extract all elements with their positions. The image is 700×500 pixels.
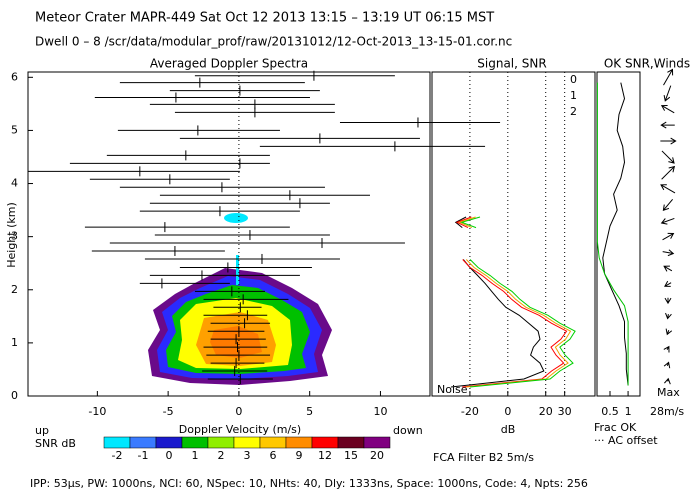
colorbar-label: 1 xyxy=(192,449,199,462)
y-tick-label: 1 xyxy=(11,336,18,349)
x-tick-label: 0 xyxy=(504,405,511,418)
wind-arrow xyxy=(660,137,677,145)
colorbar-label: 0 xyxy=(166,449,173,462)
y-tick-label: 5 xyxy=(11,123,18,136)
wind-arrow xyxy=(665,328,673,336)
wind-arrow xyxy=(660,104,675,114)
x-tick-label: 20 xyxy=(539,405,553,418)
contour-level xyxy=(236,255,239,285)
profile-line xyxy=(450,216,545,388)
wind-arrow xyxy=(665,312,672,320)
x-tick-label: 1 xyxy=(625,405,632,418)
colorbar-title: SNR dB xyxy=(35,437,76,450)
max-label: Max xyxy=(657,386,680,399)
wind-arrow xyxy=(664,377,671,385)
colorbar-box xyxy=(129,436,157,449)
colorbar-box xyxy=(363,436,391,449)
x-tick-label: -10 xyxy=(88,405,106,418)
wind-arrow xyxy=(663,85,672,102)
colorbar-box xyxy=(285,436,313,449)
x-tick-label: 0.5 xyxy=(601,405,619,418)
colorbar-label: 20 xyxy=(370,449,384,462)
colorbar-box xyxy=(259,436,287,449)
footer: IPP: 53µs, PW: 1000ns, NCI: 60, NSpec: 1… xyxy=(30,477,588,490)
wind-arrow xyxy=(664,297,672,305)
wind-arrow xyxy=(661,165,676,180)
colorbar-label: 2 xyxy=(218,449,225,462)
panel-title: OK SNR,Winds xyxy=(604,57,690,71)
wind-arrow xyxy=(663,68,674,86)
colorbar-box xyxy=(155,436,183,449)
profile-line xyxy=(460,216,576,388)
colorbar-box xyxy=(311,436,339,449)
x-tick-label: 30 xyxy=(558,405,572,418)
y-tick-label: 0 xyxy=(11,389,18,402)
y-tick-label: 6 xyxy=(11,70,18,83)
colorbar-label: -2 xyxy=(112,449,123,462)
legend-entry: 2 xyxy=(570,105,577,118)
wind-arrow xyxy=(663,345,670,353)
contour-level xyxy=(224,213,248,223)
profile-line xyxy=(455,216,568,388)
y-tick-label: 4 xyxy=(11,177,18,190)
profile-line xyxy=(602,82,629,386)
x-tick-label: -5 xyxy=(163,405,174,418)
legend-entry: 1 xyxy=(570,89,577,102)
axis-note: up xyxy=(35,424,49,437)
colorbar-label: 12 xyxy=(318,449,332,462)
colorbar-box xyxy=(337,436,365,449)
x-tick-label: -20 xyxy=(461,405,479,418)
wind-arrow xyxy=(662,249,675,257)
x-tick-label: 5 xyxy=(306,405,313,418)
x-axis-label: Doppler Velocity (m/s) xyxy=(179,423,301,436)
colorbar-box xyxy=(181,436,209,449)
wind-arrow xyxy=(660,217,675,225)
colorbar-box xyxy=(103,436,131,449)
axis-note: down xyxy=(393,424,423,437)
header-line: Dwell 0 – 8 /scr/data/modular_prof/raw/2… xyxy=(35,35,512,49)
x-tick-label: 10 xyxy=(373,405,387,418)
y-tick-label: 3 xyxy=(11,230,18,243)
note: ··· AC offset xyxy=(594,434,658,447)
colorbar-box xyxy=(233,436,261,449)
colorbar-label: 6 xyxy=(270,449,277,462)
colorbar-label: 9 xyxy=(296,449,303,462)
wind-arrow xyxy=(660,184,676,194)
colorbar-box xyxy=(207,436,235,449)
x-tick-label: 0 xyxy=(235,405,242,418)
legend-entry: 0 xyxy=(570,73,577,86)
colorbar-label: -1 xyxy=(138,449,149,462)
wind-arrow xyxy=(660,121,675,129)
x-axis-label: dB xyxy=(501,423,516,436)
wind-arrow xyxy=(663,265,673,272)
y-axis-label: Height (km) xyxy=(5,202,18,268)
spectra-contour xyxy=(148,213,332,385)
colorbar-label: 15 xyxy=(344,449,358,462)
wind-arrow xyxy=(663,361,671,369)
wind-arrow xyxy=(662,232,675,241)
panel-title: Signal, SNR xyxy=(477,57,546,71)
wind-arrow xyxy=(664,280,672,287)
y-tick-label: 2 xyxy=(11,283,18,296)
header-line: Meteor Crater MAPR-449 Sat Oct 12 2013 1… xyxy=(35,11,494,26)
profile-line xyxy=(458,216,572,388)
profile-line xyxy=(596,82,629,386)
colorbar-label: 3 xyxy=(244,449,251,462)
annotation: Noise xyxy=(437,383,468,396)
panel-title: Averaged Doppler Spectra xyxy=(150,57,308,71)
note: FCA Filter B2 5m/s xyxy=(433,451,534,464)
wind-arrow xyxy=(662,198,674,212)
x-axis-label: Frac OK xyxy=(594,421,637,434)
wind-arrow xyxy=(661,150,675,164)
panel-frame xyxy=(27,71,431,397)
panel-frame xyxy=(431,71,596,397)
max-speed: 28m/s xyxy=(650,405,684,418)
